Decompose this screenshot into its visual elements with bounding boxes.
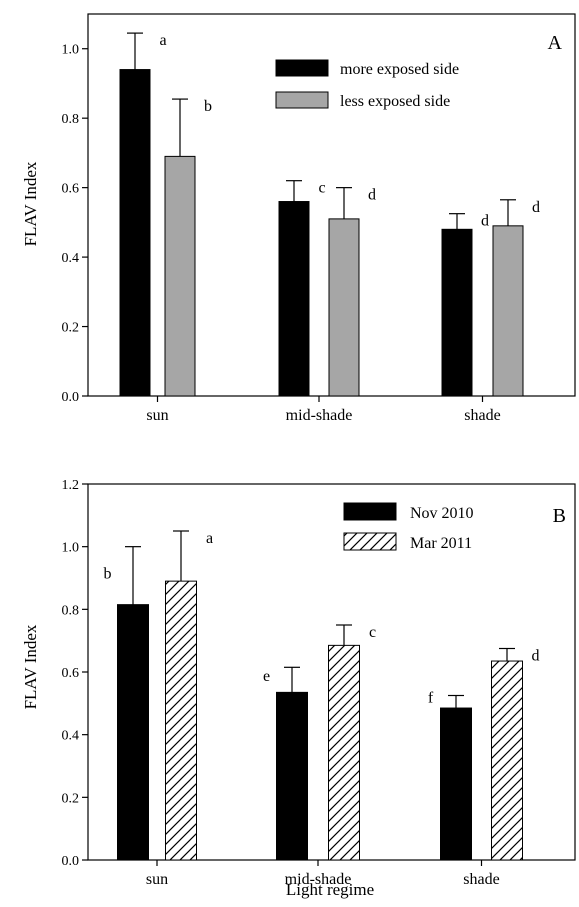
bar (328, 644, 360, 861)
y-tick-label: 0.6 (62, 666, 80, 681)
bar (165, 580, 197, 861)
legend: more exposed side less exposed side (275, 59, 459, 110)
bar (276, 691, 308, 861)
significance-label: f (428, 689, 434, 706)
y-tick-label: 1.0 (62, 541, 80, 556)
x-tick-label: mid-shade (285, 871, 352, 888)
legend-swatch (343, 502, 397, 521)
y-tick-label: 0.8 (62, 603, 80, 618)
y-tick-label: 0.4 (62, 251, 80, 266)
significance-label: a (206, 530, 213, 547)
legend-swatch (275, 59, 329, 77)
x-tick-label: sun (146, 871, 168, 888)
significance-label: d (532, 648, 540, 665)
legend-label: Nov 2010 (410, 505, 474, 522)
legend-label: more exposed side (340, 61, 459, 78)
y-axis-title: FLAV Index (21, 624, 40, 709)
y-tick-label: 0.2 (62, 321, 80, 336)
legend-label: less exposed side (340, 93, 450, 110)
y-axis-title: FLAV Index (21, 161, 40, 246)
bar (441, 228, 473, 397)
panel-b-chart: B FLAV Index Light regime 0.0 0.2 0.4 0.6 0.… (21, 478, 576, 899)
legend: Nov 2010 Mar 2011 (343, 502, 474, 552)
bar (440, 707, 472, 861)
significance-label: d (532, 199, 540, 216)
x-axis-title: Light regime (286, 880, 374, 899)
y-tick-label: 1.2 (62, 478, 80, 493)
significance-label: d (481, 213, 489, 230)
significance-label: e (263, 668, 270, 685)
bar (491, 660, 523, 861)
y-tick-label: 0.8 (62, 112, 80, 127)
y-tick-label: 0.0 (62, 854, 80, 869)
bar (328, 218, 360, 397)
y-tick-label: 0.2 (62, 791, 80, 806)
significance-label: d (368, 187, 376, 204)
bar (278, 201, 310, 397)
panel-label: B (553, 505, 566, 527)
bar (164, 155, 196, 397)
significance-label: a (159, 32, 166, 49)
bar (492, 225, 524, 397)
legend-swatch (343, 532, 397, 551)
legend-label: Mar 2011 (410, 535, 472, 552)
y-tick-label: 0.4 (62, 729, 80, 744)
y-tick-label: 0.0 (62, 390, 80, 405)
panel-label: A (548, 32, 563, 54)
x-tick-label: shade (463, 871, 499, 888)
x-tick-label: shade (464, 407, 500, 424)
y-tick-label: 1.0 (62, 43, 80, 58)
significance-label: b (104, 566, 112, 583)
bar (117, 604, 149, 861)
legend-swatch (275, 91, 329, 109)
bar (119, 69, 151, 397)
panel-a-chart: A FLAV Index 0.0 0.2 0.4 0.6 0.8 1.0 a b sun c d mi… (21, 13, 576, 424)
significance-label: c (318, 180, 325, 197)
y-tick-label: 0.6 (62, 182, 80, 197)
significance-label: c (369, 624, 376, 641)
x-tick-label: sun (146, 407, 168, 424)
x-tick-label: mid-shade (286, 407, 353, 424)
significance-label: b (204, 98, 212, 115)
